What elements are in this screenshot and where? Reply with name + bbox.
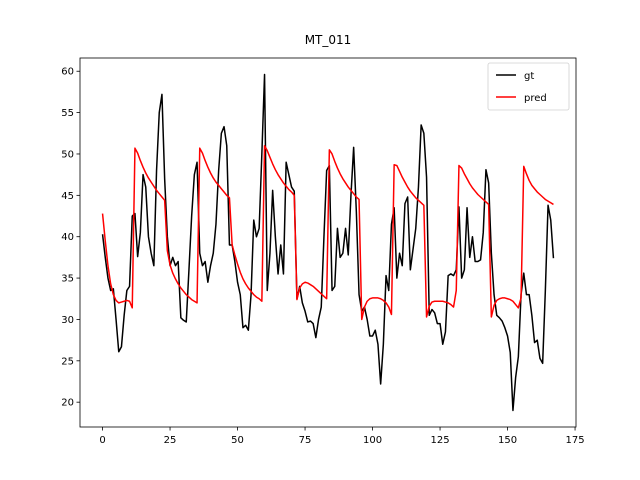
- x-tick-label: 75: [299, 435, 312, 446]
- plot-frame: [79, 57, 577, 428]
- y-tick-label: 35: [61, 274, 74, 285]
- x-tick-label: 125: [431, 435, 450, 446]
- y-tick-label: 55: [61, 108, 74, 119]
- y-tick-label: 60: [61, 67, 74, 78]
- x-tick-label: 25: [164, 435, 177, 446]
- legend-label: pred: [524, 93, 547, 104]
- y-tick-label: 25: [61, 356, 74, 367]
- y-tick-label: 30: [61, 315, 74, 326]
- y-tick-label: 45: [61, 191, 74, 202]
- y-tick-label: 40: [61, 232, 74, 243]
- x-tick-label: 175: [566, 435, 585, 446]
- x-tick-label: 50: [231, 435, 244, 446]
- legend-label: gt: [524, 71, 534, 82]
- chart-title: MT_011: [305, 33, 352, 47]
- x-tick-label: 0: [99, 435, 105, 446]
- y-tick-label: 50: [61, 149, 74, 160]
- series-line: [101, 73, 555, 412]
- x-tick-label: 100: [363, 435, 382, 446]
- series-line: [101, 144, 554, 321]
- y-tick-label: 20: [61, 398, 74, 409]
- x-tick-label: 150: [498, 435, 517, 446]
